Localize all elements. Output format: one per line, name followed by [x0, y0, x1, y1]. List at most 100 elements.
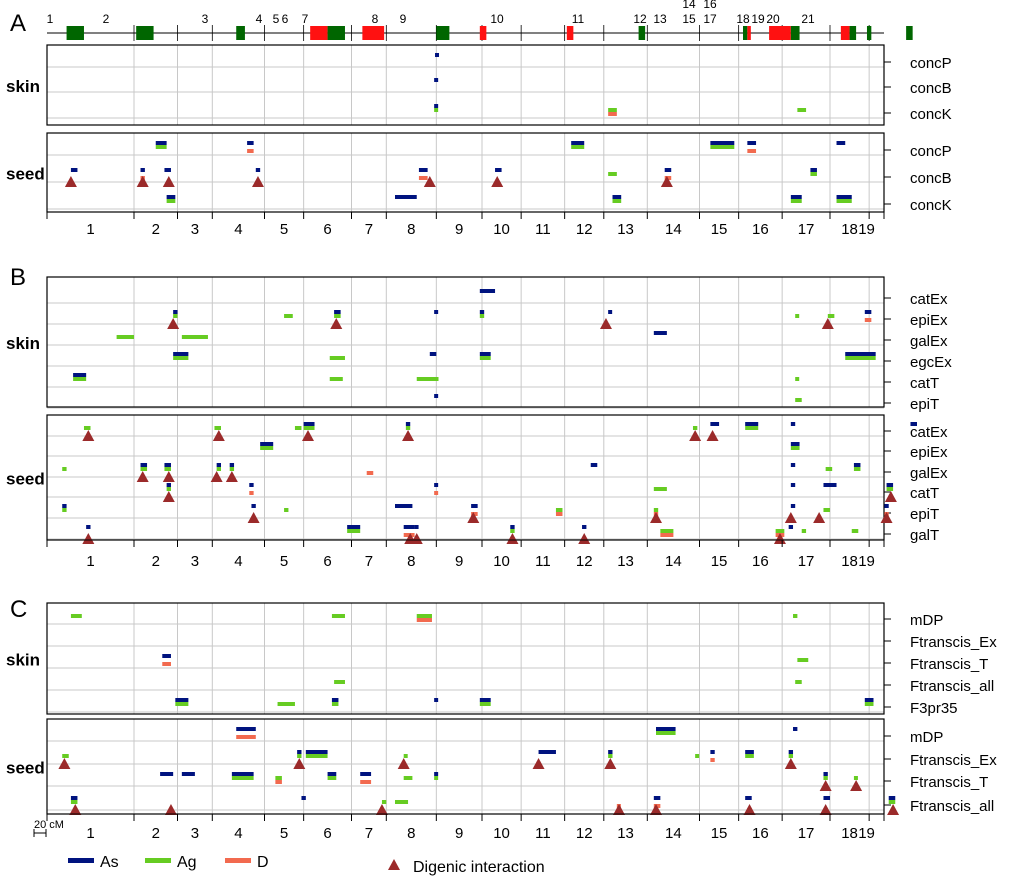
qtl-bar-ag — [608, 754, 613, 758]
group-label-skin: skin — [6, 651, 40, 670]
digenic-triangle — [491, 176, 504, 187]
qtl-bar-ag — [166, 487, 171, 491]
qtl-region-block — [743, 26, 748, 40]
qtl-bar-d — [366, 471, 374, 475]
marker-label: 4 — [256, 12, 263, 26]
qtl-bar-as — [334, 310, 341, 314]
chromosome-label: 11 — [535, 221, 551, 238]
qtl-bar-ag — [403, 754, 408, 758]
trait-label: catT — [910, 375, 939, 392]
qtl-bar-as — [173, 310, 178, 314]
qtl-bar-ag — [608, 108, 617, 112]
qtl-bar-ag — [216, 467, 221, 471]
chromosome-label: 16 — [752, 825, 769, 842]
qtl-bar-ag — [660, 529, 674, 533]
qtl-bar-ag — [510, 529, 515, 533]
qtl-bar-ag — [710, 145, 735, 149]
chromosome-label: 11 — [535, 553, 551, 570]
digenic-triangle — [819, 780, 832, 791]
chromosome-label: 15 — [711, 553, 728, 570]
qtl-bar-as — [418, 168, 428, 172]
qtl-bar-ag — [653, 487, 667, 491]
qtl-bar-ag — [116, 335, 134, 339]
qtl-bar-as — [301, 796, 306, 800]
trait-label: epiT — [910, 396, 939, 413]
scale-bar-label: 20 cM — [34, 819, 64, 831]
digenic-triangle — [578, 533, 591, 544]
panel-frame — [46, 718, 885, 815]
trait-label: concP — [910, 55, 952, 72]
qtl-bar-as — [175, 698, 189, 702]
qtl-bar-ag — [62, 467, 67, 471]
qtl-region-block — [866, 26, 872, 40]
marker-label: 18 — [736, 12, 750, 26]
digenic-triangle — [136, 176, 149, 187]
chromosome-label: 8 — [407, 553, 415, 570]
qtl-bar-as — [231, 772, 254, 776]
qtl-bar-ag — [327, 776, 337, 780]
qtl-bar-as — [590, 463, 598, 467]
chromosome-label: 10 — [493, 553, 510, 570]
qtl-bar-as — [260, 442, 274, 446]
legend-swatch-d — [225, 858, 251, 863]
qtl-bar-as — [788, 750, 794, 754]
qtl-bar-ag — [479, 314, 485, 318]
qtl-bar-ag — [164, 467, 171, 471]
trait-label: mDP — [910, 612, 943, 629]
qtl-bar-as — [479, 289, 496, 293]
digenic-triangle — [850, 780, 863, 791]
qtl-bar-as — [229, 463, 235, 467]
digenic-triangle — [660, 176, 673, 187]
trait-label: concK — [910, 106, 952, 123]
chromosome-label: 14 — [665, 553, 682, 570]
qtl-bar-d — [710, 758, 715, 762]
marker-label: 3 — [202, 12, 209, 26]
qtl-bar-d — [247, 149, 254, 153]
qtl-bar-ag — [836, 199, 852, 203]
qtl-bar-as — [656, 727, 676, 731]
qtl-bar-ag — [775, 529, 785, 533]
qtl-bar-ag — [214, 426, 221, 430]
qtl-bar-as — [653, 796, 661, 800]
qtl-bar-as — [710, 141, 735, 145]
legend-label-as: As — [100, 854, 119, 871]
qtl-bar-ag — [284, 314, 293, 318]
qtl-bar-as — [479, 352, 491, 356]
qtl-bar-as — [140, 463, 148, 467]
chromosome-label: 1 — [86, 825, 94, 842]
qtl-bar-d — [418, 176, 428, 180]
marker-label: 5 — [273, 12, 280, 26]
qtl-bar-ag — [825, 467, 833, 471]
qtl-bar-ag — [656, 731, 676, 735]
qtl-bar-ag — [181, 335, 208, 339]
chromosome-label: 2 — [152, 221, 160, 238]
chromosome-label: 16 — [752, 221, 769, 238]
qtl-bar-as — [247, 141, 254, 145]
chromosome-label: 19 — [858, 553, 875, 570]
digenic-triangle — [212, 430, 225, 441]
legend-label-ag: Ag — [177, 854, 197, 871]
chromosome-label: 4 — [234, 825, 242, 842]
qtl-bar-as — [790, 463, 796, 467]
digenic-triangle — [82, 533, 95, 544]
digenic-triangle — [293, 758, 306, 769]
chromosome-label: 9 — [455, 221, 463, 238]
qtl-bar-ag — [823, 776, 828, 780]
qtl-bar-ag — [795, 680, 802, 684]
qtl-bar-as — [434, 104, 439, 108]
trait-label: concB — [910, 80, 952, 97]
qtl-bar-as — [166, 483, 171, 487]
chromosome-label: 7 — [365, 553, 373, 570]
qtl-bar-as — [405, 422, 411, 426]
qtl-bar-ag — [797, 108, 807, 112]
qtl-bar-as — [305, 750, 328, 754]
qtl-bar-as — [70, 796, 78, 800]
digenic-triangle — [773, 533, 786, 544]
qtl-bar-ag — [329, 377, 343, 381]
panel-frame — [46, 602, 885, 715]
group-label-skin: skin — [6, 77, 40, 96]
qtl-bar-as — [823, 483, 837, 487]
qtl-bar-as — [793, 727, 798, 731]
qtl-region-block — [479, 26, 487, 40]
qtl-bar-as — [571, 141, 585, 145]
